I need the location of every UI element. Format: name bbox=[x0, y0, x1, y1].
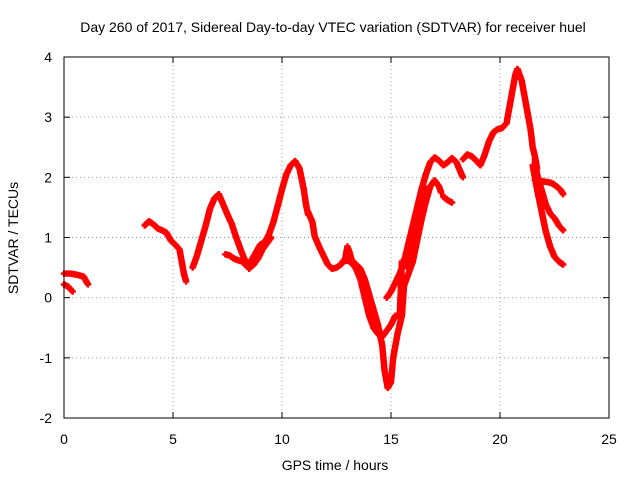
data-segment bbox=[189, 191, 253, 272]
data-point-markers bbox=[222, 157, 312, 268]
data-series-sdtvar bbox=[60, 65, 567, 392]
x-tick-label: 0 bbox=[60, 431, 68, 447]
y-tick-label: -1 bbox=[40, 350, 53, 366]
grid bbox=[64, 57, 609, 418]
data-point-markers bbox=[189, 191, 253, 272]
data-segment bbox=[459, 65, 541, 172]
chart-title: Day 260 of 2017, Sidereal Day-to-day VTE… bbox=[80, 19, 586, 35]
x-tick-label: 10 bbox=[274, 431, 290, 447]
x-tick-label: 5 bbox=[169, 431, 177, 447]
y-axis-title: SDTVAR / TECUs bbox=[5, 182, 21, 294]
data-point-markers bbox=[459, 65, 541, 172]
x-tick-label: 20 bbox=[492, 431, 508, 447]
x-axis-title: GPS time / hours bbox=[282, 457, 389, 473]
y-tick-label: 2 bbox=[44, 169, 52, 185]
y-tick-label: 0 bbox=[44, 290, 52, 306]
plot-frame bbox=[63, 56, 610, 419]
data-segment bbox=[141, 218, 190, 285]
y-tick-label: 1 bbox=[44, 230, 52, 246]
y-tick-labels: -2 -1 0 1 2 3 4 bbox=[40, 49, 53, 426]
data-point-markers bbox=[440, 193, 456, 206]
x-tick-label: 25 bbox=[601, 431, 617, 447]
y-tick-label: 4 bbox=[44, 49, 52, 65]
data-segment bbox=[383, 154, 467, 301]
y-tick-label: -2 bbox=[40, 410, 53, 426]
data-point-markers bbox=[383, 154, 467, 301]
data-segment bbox=[241, 234, 275, 271]
data-segment bbox=[529, 162, 567, 268]
x-tick-label: 15 bbox=[383, 431, 399, 447]
data-segment bbox=[222, 157, 312, 268]
data-point-markers bbox=[241, 234, 275, 271]
data-point-markers bbox=[141, 218, 190, 285]
data-segment bbox=[440, 193, 456, 206]
y-tick-label: 3 bbox=[44, 109, 52, 125]
data-point-markers bbox=[529, 162, 567, 268]
x-tick-labels: 0 5 10 15 20 25 bbox=[60, 431, 617, 447]
